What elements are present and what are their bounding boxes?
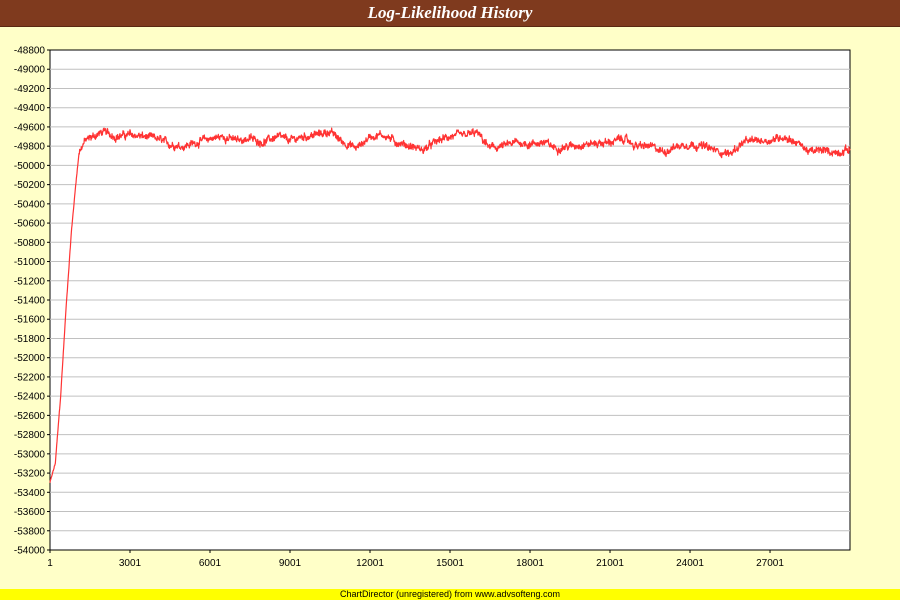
y-axis: -48800 -49000 -49200 -49400 -49600 -49800 -500…	[14, 46, 50, 557]
x-tick-label: 3001	[119, 558, 142, 569]
series-line	[49, 127, 851, 483]
x-tick-label: 21001	[596, 558, 624, 569]
y-tick-label: -53800	[14, 526, 46, 537]
y-tick-label: -49200	[14, 84, 46, 95]
y-tick-label: -50800	[14, 238, 46, 249]
y-tick-label: -53400	[14, 488, 46, 499]
x-tick-label: 1	[47, 558, 53, 569]
y-tick-label: -51600	[14, 315, 46, 326]
x-tick-label: 6001	[199, 558, 222, 569]
y-tick-label: -52200	[14, 372, 46, 383]
grid-lines	[50, 68, 850, 532]
y-tick-label: -52400	[14, 392, 46, 403]
footer-watermark: ChartDirector (unregistered) from www.ad…	[0, 589, 900, 600]
y-tick-label: -49000	[14, 65, 46, 76]
y-tick-label: -54000	[14, 546, 46, 557]
y-tick-label: -53600	[14, 507, 46, 518]
y-tick-label: -49400	[14, 103, 46, 114]
y-tick-label: -53200	[14, 469, 46, 480]
chart-title: Log-Likelihood History	[0, 0, 900, 27]
x-tick-label: 18001	[516, 558, 544, 569]
y-tick-label: -50600	[14, 219, 46, 230]
y-tick-label: -49800	[14, 142, 46, 153]
series-group	[49, 127, 851, 483]
x-tick-label: 24001	[676, 558, 704, 569]
x-tick-label: 9001	[279, 558, 302, 569]
y-tick-label: -51200	[14, 276, 46, 287]
y-tick-label: -49600	[14, 122, 46, 133]
y-tick-label: -50000	[14, 161, 46, 172]
x-tick-label: 15001	[436, 558, 464, 569]
y-tick-label: -50200	[14, 180, 46, 191]
x-tick-label: 27001	[756, 558, 784, 569]
y-tick-label: -52600	[14, 411, 46, 422]
y-tick-label: -51000	[14, 257, 46, 268]
y-tick-label: -50400	[14, 199, 46, 210]
y-tick-label: -48800	[14, 46, 46, 57]
y-tick-label: -52000	[14, 353, 46, 364]
x-tick-label: 12001	[356, 558, 384, 569]
y-tick-label: -53000	[14, 449, 46, 460]
y-tick-label: -52800	[14, 430, 46, 441]
y-tick-label: -51400	[14, 296, 46, 307]
y-tick-label: -51800	[14, 334, 46, 345]
x-axis: 1 3001 6001 9001 12001 15001 18001 21001 24001 27…	[47, 550, 784, 569]
